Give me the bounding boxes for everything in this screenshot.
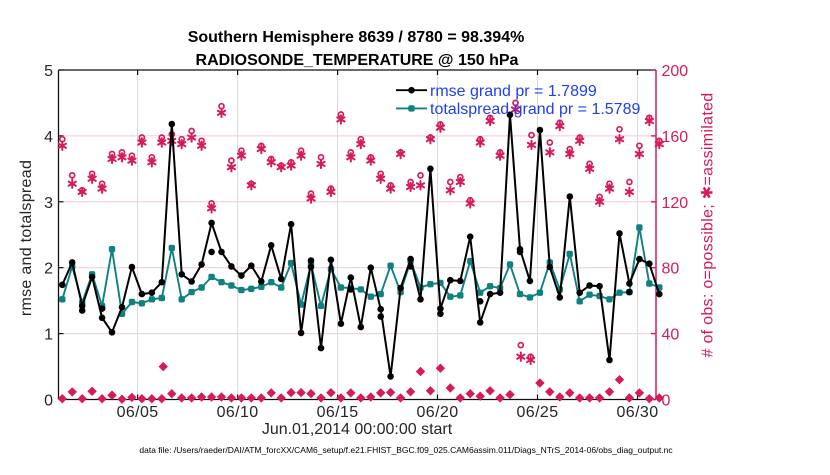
svg-text:80: 80 — [662, 261, 680, 278]
svg-text:0: 0 — [662, 393, 671, 410]
svg-text:40: 40 — [662, 327, 680, 344]
svg-text:160: 160 — [662, 129, 689, 146]
svg-text:data file: /Users/raeder/DAI/A: data file: /Users/raeder/DAI/ATM_forcXX/… — [139, 445, 673, 455]
svg-text:0: 0 — [44, 393, 53, 410]
svg-text:4: 4 — [44, 129, 53, 146]
svg-text:totalspread grand pr = 1.5789: totalspread grand pr = 1.5789 — [430, 101, 640, 118]
svg-text:06/05: 06/05 — [117, 404, 159, 421]
svg-text:Southern Hemisphere 8639 / 878: Southern Hemisphere 8639 / 8780 = 98.394… — [188, 29, 525, 46]
svg-text:2: 2 — [44, 261, 53, 278]
svg-text:06/10: 06/10 — [217, 404, 259, 421]
svg-text:06/15: 06/15 — [317, 404, 359, 421]
svg-text:1: 1 — [44, 327, 53, 344]
svg-text:200: 200 — [662, 63, 689, 80]
svg-text:06/25: 06/25 — [516, 404, 558, 421]
svg-text:06/20: 06/20 — [416, 404, 458, 421]
svg-text:Jun.01,2014 00:00:00 start: Jun.01,2014 00:00:00 start — [262, 421, 453, 438]
svg-text:06/30: 06/30 — [616, 404, 658, 421]
svg-text:# of obs: o=possible; ✱=assimi: # of obs: o=possible; ✱=assimilated — [700, 93, 717, 358]
svg-text:3: 3 — [44, 195, 53, 212]
svg-text:rmse and totalspread: rmse and totalspread — [18, 160, 35, 316]
svg-text:5: 5 — [44, 63, 53, 80]
svg-text:120: 120 — [662, 195, 689, 212]
svg-text:rmse grand pr = 1.7899: rmse grand pr = 1.7899 — [430, 83, 597, 100]
svg-text:RADIOSONDE_TEMPERATURE @ 150 h: RADIOSONDE_TEMPERATURE @ 150 hPa — [196, 52, 519, 69]
